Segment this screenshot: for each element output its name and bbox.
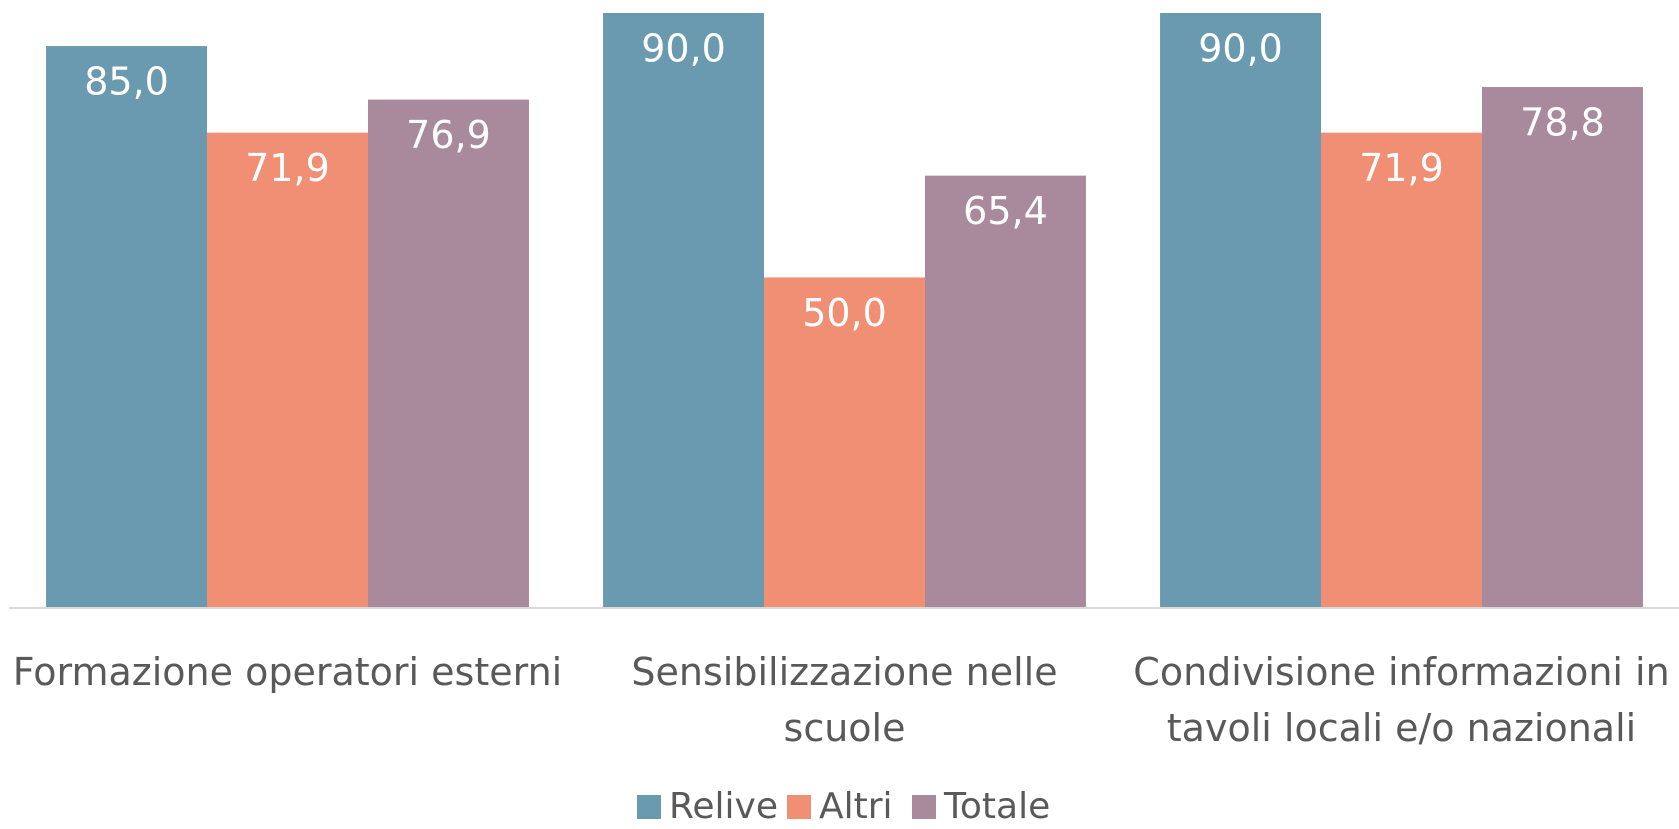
bar: [924, 175, 1086, 608]
bar: [46, 46, 208, 609]
data-label: 85,0: [84, 60, 169, 104]
data-label: 50,0: [802, 291, 887, 335]
legend-label: Relive: [669, 786, 778, 827]
x-tick-label: Sensibilizzazione nelle scuole: [631, 650, 1058, 750]
data-label: 90,0: [1198, 27, 1283, 71]
bar: [1481, 87, 1643, 609]
bar: [603, 13, 765, 608]
legend-swatch: [637, 795, 661, 819]
bar: [1160, 13, 1322, 608]
legend-label: Totale: [943, 786, 1050, 827]
legend-swatch: [787, 795, 811, 819]
bar: [764, 277, 925, 608]
x-tick-label: Formazione operatori esterni: [12, 650, 563, 694]
data-label: 71,9: [1359, 146, 1444, 190]
data-label: 65,4: [963, 189, 1048, 233]
bar: [1321, 132, 1482, 608]
bar: [367, 99, 529, 608]
data-label: 76,9: [406, 113, 491, 157]
data-label: 71,9: [245, 146, 330, 190]
legend-swatch: [912, 795, 936, 819]
bar: [207, 132, 368, 608]
data-label: 78,8: [1520, 101, 1605, 145]
legend-label: Altri: [819, 786, 893, 827]
x-tick-label: Condivisione informazioni in tavoli loca…: [1133, 650, 1670, 750]
data-label: 90,0: [641, 27, 726, 71]
